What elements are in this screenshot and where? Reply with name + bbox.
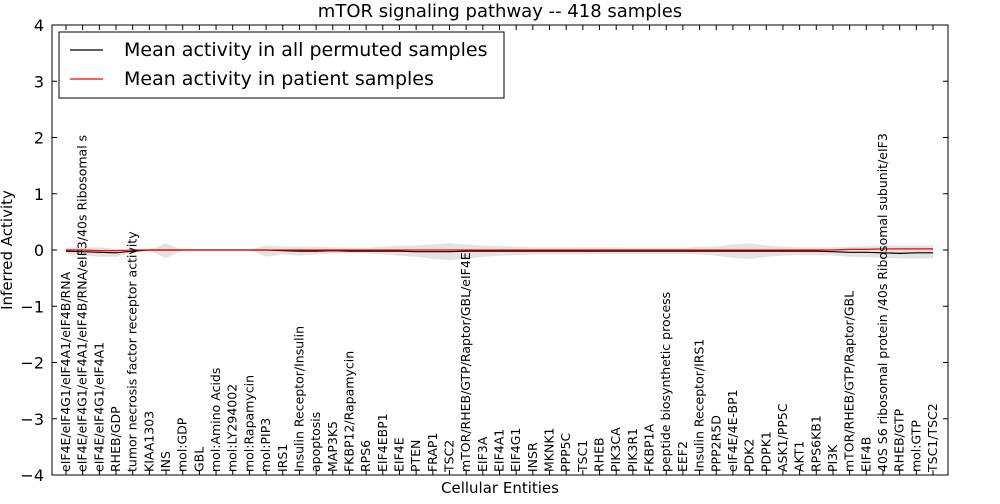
x-category-label: 40S S6 ribosomal protein /40s Ribosomal … [875,133,890,472]
x-category-label: RHEB/GTP [892,408,907,472]
x-category-label: MKNK1 [542,428,557,472]
x-category-label: RPS6KB1 [808,415,823,472]
x-category-label: FKBP1A [642,424,657,472]
x-category-label: apoptosis [308,412,323,472]
x-category-label: EIF3A [475,436,490,472]
y-axis-label: Inferred Activity [0,190,16,310]
x-category-label: eIF4E/eIF4G1/eIF4A1/eIF4B/RNA/eIF3/40s R… [75,135,90,472]
x-category-label: FRAP1 [425,433,440,472]
legend-label-permuted: Mean activity in all permuted samples [124,39,487,61]
x-category-label: TSC2 [441,440,456,473]
x-category-label: eIF4E/eIF4G1/eIF4A1 [91,342,106,472]
x-category-label: eIF4E/4E-BP1 [725,389,740,472]
x-category-label: mol:GTP [908,420,923,472]
x-category-label: mol:Rapamycin [241,375,256,472]
x-category-label: AKT1 [792,441,807,472]
x-category-label: TSC1/TSC2 [925,403,940,473]
x-category-label: mol:Amino Acids [208,368,223,472]
y-tick-label: 4 [34,16,44,35]
y-tick-label: −4 [20,466,44,485]
x-category-label: mTOR/RHEB/GTP/Raptor/GBL/eIF4E [458,252,473,472]
x-category-label: TSC1 [575,440,590,473]
x-category-label: EIF4B [858,437,873,472]
legend-box [58,31,505,99]
x-category-label: PPP2R5D [708,415,723,472]
x-category-label: KIAA1303 [141,411,156,472]
x-category-label: mol:GDP [175,417,190,472]
x-category-label: MAP3K5 [325,421,340,472]
x-category-label: Insulin Receptor/IRS1 [692,339,707,472]
x-category-label: FKBP12/Rapamycin [341,351,356,472]
x-category-label: EIF4A1 [492,429,507,472]
x-category-label: mol:PIP3 [258,418,273,472]
y-tick-label: 1 [34,185,44,204]
series-line-patient [66,248,933,252]
x-category-label: PIK3CA [608,427,623,472]
chart-title: mTOR signaling pathway -- 418 samples [318,1,682,22]
x-category-label: eIF4E/eIF4G1/eIF4A1/eIF4B/RNA [58,271,73,472]
y-tick-label: 0 [34,241,44,260]
x-category-label: GBL [191,447,206,472]
x-category-label: INS [158,451,173,472]
x-category-label: PI3K [825,444,840,472]
x-category-label: mTOR/RHEB/GTP/Raptor/GBL [842,291,857,472]
x-category-label: EIF4EBP1 [375,413,390,472]
x-category-label: PTEN [408,440,423,472]
x-category-label: RHEB/GDP [108,406,123,472]
y-tick-label: 2 [34,129,44,148]
x-category-label: RHEB [592,437,607,472]
x-category-label: RPS6 [358,440,373,472]
x-category-label: peptide biosynthetic process [658,292,673,472]
x-axis-label: Cellular Entities [441,479,559,497]
x-category-label: EIF4E [391,437,406,472]
legend-label-patient: Mean activity in patient samples [124,68,434,90]
x-category-label: INSR [525,442,540,472]
x-category-label: PDK2 [742,439,757,472]
series-group [65,248,933,255]
x-category-label: mol:LY294002 [225,384,240,472]
category-labels: eIF4E/eIF4G1/eIF4A1/eIF4B/RNA eIF4E/eIF4G… [58,25,940,475]
y-axis-ticks: 4 3 2 1 0 −1 −2 −3 −4 [20,16,948,485]
x-category-label: PIK3R1 [625,428,640,472]
x-category-label: Insulin Receptor/Insulin [291,326,306,472]
x-category-label: PDPK1 [758,431,773,472]
x-category-label: PPP5C [558,432,573,472]
y-tick-label: −2 [20,354,44,373]
y-tick-label: −1 [20,297,44,316]
y-tick-label: −3 [20,410,44,429]
y-tick-label: 3 [34,72,44,91]
x-category-label: EEF2 [675,441,690,472]
x-category-label: IRS1 [275,444,290,472]
x-category-label: ASK1/PP5C [775,403,790,472]
legend: Mean activity in all permuted samples Me… [58,31,505,99]
x-category-label: tumor necrosis factor receptor activity [125,231,140,472]
x-category-label: EIF4G1 [508,428,523,472]
